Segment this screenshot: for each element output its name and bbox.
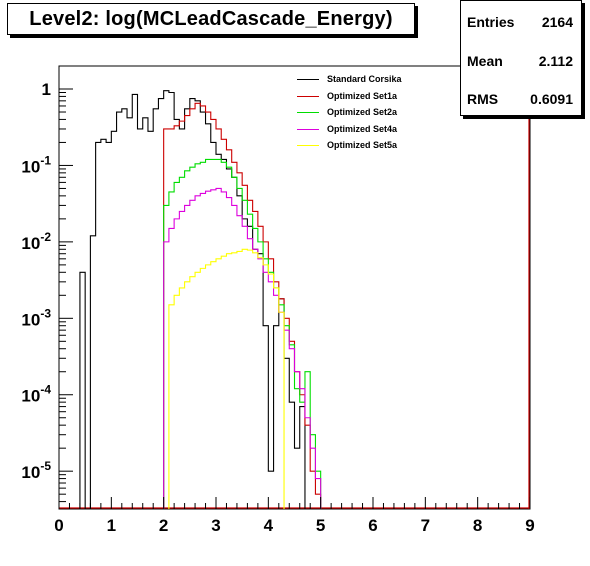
y-tick-label: 10-2: [21, 230, 51, 253]
x-tick-label: 5: [316, 516, 325, 535]
histogram-bin: [216, 259, 221, 509]
x-tick-label: 4: [264, 516, 274, 535]
histogram-bin: [132, 94, 137, 509]
histogram-bin: [295, 372, 300, 509]
y-tick-label: 10-4: [21, 383, 51, 406]
x-tick-label: 8: [473, 516, 482, 535]
series-line: [163, 158, 322, 509]
histogram-bin: [158, 99, 163, 509]
histogram-bin: [263, 265, 268, 509]
legend-swatch: [297, 145, 319, 146]
x-tick-label: 3: [211, 516, 220, 535]
histogram-bin: [200, 268, 205, 509]
histogram-bin: [310, 448, 315, 509]
histogram-bin: [174, 295, 179, 509]
histogram-bin: [284, 330, 289, 509]
histogram-bin: [117, 112, 122, 509]
y-tick-label: 1: [42, 80, 51, 99]
stats-value: 2164: [541, 14, 573, 30]
legend-entry: Optimized Set5a: [293, 138, 421, 155]
legend-swatch: [297, 95, 319, 97]
histogram-bin: [190, 277, 195, 509]
histogram-bin: [300, 389, 305, 509]
histogram-bin: [221, 256, 226, 509]
histogram-bin: [153, 109, 158, 509]
legend: Standard Corsika Optimized Set1a Optimiz…: [293, 72, 421, 155]
legend-entry: Optimized Set1a: [293, 89, 421, 106]
series-group: [168, 248, 285, 509]
legend-entry: Optimized Set2a: [293, 105, 421, 122]
legend-label: Optimized Set4a: [327, 123, 398, 134]
histogram-bin: [101, 139, 106, 509]
legend-swatch: [297, 128, 319, 130]
stats-value: 0.6091: [530, 91, 573, 107]
histogram-bin: [179, 288, 184, 509]
x-tick-label: 0: [54, 516, 63, 535]
histogram-bin: [111, 131, 116, 509]
histogram-bin: [289, 349, 294, 509]
histogram-bin: [90, 236, 95, 509]
legend-entry: Standard Corsika: [293, 72, 421, 89]
x-tick-label: 2: [159, 516, 168, 535]
histogram-bin: [258, 258, 263, 509]
histogram-bin: [164, 242, 169, 509]
stats-label: RMS: [467, 91, 499, 107]
histogram-bin: [305, 418, 310, 509]
stats-row-mean: Mean 2.112: [467, 53, 573, 69]
chart-title: Level2: log(MCLeadCascade_Energy): [29, 7, 393, 30]
x-tick-label: 1: [107, 516, 116, 535]
histogram-bin: [185, 282, 190, 509]
histogram-bin: [148, 131, 153, 509]
stats-label: Mean: [467, 53, 503, 69]
y-tick-label: 10-3: [21, 306, 51, 329]
histogram-bin: [242, 249, 247, 509]
histogram-bin: [226, 254, 231, 509]
histogram-bin: [237, 251, 242, 509]
histogram-bin: [106, 142, 111, 509]
chart-title-box: Level2: log(MCLeadCascade_Energy): [7, 3, 415, 35]
histogram-bin: [122, 109, 127, 509]
x-tick-label: 9: [525, 516, 534, 535]
histogram-bin: [206, 265, 211, 509]
series-group: [163, 158, 322, 509]
series-line: [168, 248, 285, 509]
histogram-bin: [143, 118, 148, 509]
series-group: [79, 90, 306, 510]
x-tick-label: 7: [421, 516, 430, 535]
legend-label: Optimized Set1a: [327, 90, 398, 101]
histogram-bin: [96, 142, 101, 509]
legend-label: Optimized Set5a: [327, 140, 398, 150]
legend-label: Optimized Set2a: [327, 107, 398, 117]
histogram-bin: [169, 305, 174, 509]
histogram-bin: [247, 250, 252, 509]
y-tick-label: 10-5: [21, 459, 51, 482]
stats-box: Entries 2164 Mean 2.112 RMS 0.6091: [460, 0, 582, 116]
y-tick-label: 10-1: [21, 153, 51, 176]
histogram-bin: [253, 253, 258, 509]
histogram-bin: [127, 118, 132, 509]
histogram-bin: [279, 312, 284, 509]
legend-label: Standard Corsika: [327, 74, 402, 84]
histogram-bin: [232, 253, 237, 509]
legend-swatch: [297, 79, 319, 80]
legend-swatch: [297, 112, 319, 113]
histogram-bin: [268, 274, 273, 509]
stats-label: Entries: [467, 14, 515, 30]
stats-row-rms: RMS 0.6091: [467, 91, 573, 107]
stats-row-entries: Entries 2164: [467, 14, 573, 30]
histogram-bin: [80, 272, 85, 509]
histogram-bin: [274, 288, 279, 509]
plot-frame: [58, 65, 531, 510]
series-line: [163, 187, 322, 509]
histogram-bin: [315, 479, 320, 509]
histogram-bin: [211, 262, 216, 509]
legend-entry: Optimized Set4a: [293, 122, 421, 139]
series-group: [163, 187, 322, 509]
series-line: [79, 90, 306, 510]
x-tick-label: 6: [368, 516, 377, 535]
histogram-bin: [138, 129, 143, 509]
histogram-bin: [195, 272, 200, 509]
stats-value: 2.112: [538, 53, 573, 69]
